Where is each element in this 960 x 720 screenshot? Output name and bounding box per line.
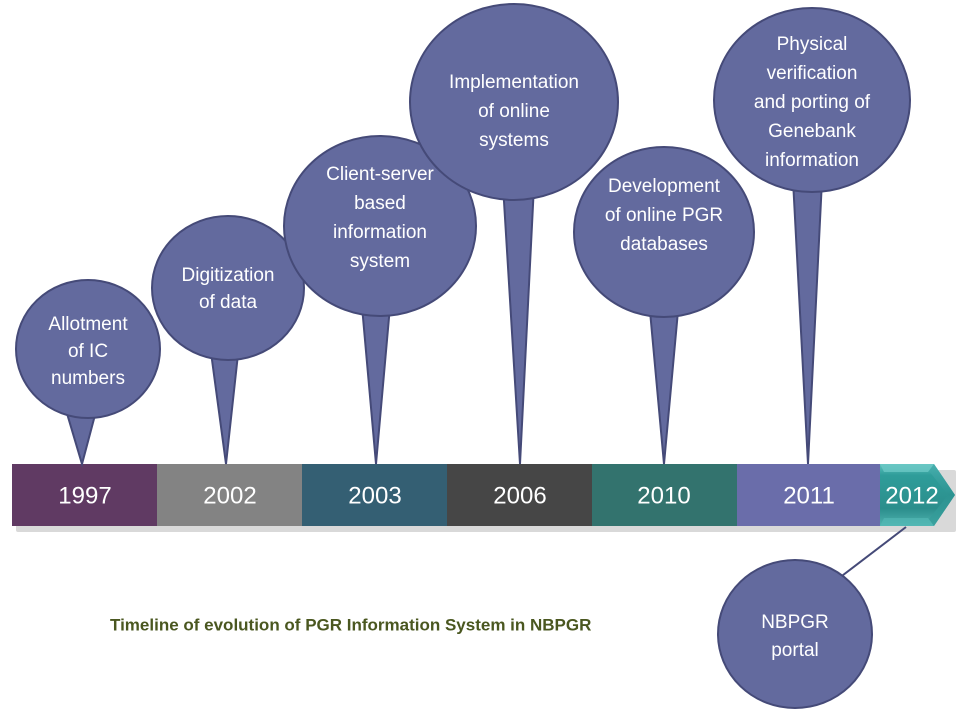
timeline-segment-2011[interactable] xyxy=(737,464,880,526)
callout-allotment-line-3: numbers xyxy=(51,368,125,389)
callout-development[interactable]: Development of online PGR databases xyxy=(573,146,755,318)
callout-physical-verification[interactable]: Physical verification and porting of Gen… xyxy=(713,7,911,193)
callout-nbpgr-portal-line-2: portal xyxy=(771,640,819,661)
year-label-2010: 2010 xyxy=(637,482,690,509)
timeline-segment-1997[interactable] xyxy=(12,464,157,526)
year-label-2003: 2003 xyxy=(348,482,401,509)
callout-bubbles: Allotment of IC numbers Digitization of … xyxy=(15,3,911,709)
callout-client-server-shape xyxy=(283,135,477,317)
callout-allotment[interactable]: Allotment of IC numbers xyxy=(15,279,161,419)
callout-implementation-line-3: systems xyxy=(479,130,549,151)
callout-implementation-line-1: Implementation xyxy=(449,72,579,93)
callout-allotment-shape xyxy=(15,279,161,419)
timeline-segment-2002[interactable] xyxy=(157,464,302,526)
callout-tail-development xyxy=(647,299,681,465)
callout-client-server-line-3: information xyxy=(333,222,427,243)
callout-client-server-line-2: based xyxy=(354,193,406,214)
callout-digitization-line-1: Digitization xyxy=(182,265,275,286)
callout-digitization[interactable]: Digitization of data xyxy=(151,215,305,361)
callout-tail-implementation xyxy=(501,184,536,465)
callout-physical-verification-line-2: verification xyxy=(767,63,858,84)
callout-implementation-line-2: of online xyxy=(478,101,550,122)
callout-nbpgr-portal-shape xyxy=(717,559,873,709)
callout-implementation-shape xyxy=(409,3,619,201)
callout-nbpgr-portal[interactable]: NBPGR portal xyxy=(717,559,873,709)
timeline-segment-2012-tip xyxy=(929,464,955,526)
callout-development-shape xyxy=(573,146,755,318)
timeline-segment-2003[interactable] xyxy=(302,464,447,526)
callout-physical-verification-line-1: Physical xyxy=(777,34,848,55)
callout-physical-verification-line-3: and porting of xyxy=(754,92,871,113)
callout-implementation[interactable]: Implementation of online systems xyxy=(409,3,619,201)
callout-tail-physical-verification xyxy=(791,179,824,465)
callout-allotment-line-2: of IC xyxy=(68,341,108,362)
callout-client-server[interactable]: Client-server based information system xyxy=(283,135,477,317)
callout-tail-digitization xyxy=(208,344,241,465)
year-label-2006: 2006 xyxy=(493,482,546,509)
callout-digitization-line-2: of data xyxy=(199,292,258,313)
callout-development-line-1: Development xyxy=(608,176,721,197)
timeline-bar xyxy=(12,464,955,526)
callout-tails xyxy=(61,179,907,589)
callout-physical-verification-line-4: Genebank xyxy=(768,121,856,142)
callout-nbpgr-portal-line-1: NBPGR xyxy=(761,612,829,633)
timeline-year-labels: 1997 2002 2003 2006 2010 2011 2012 xyxy=(58,482,938,509)
callout-client-server-line-1: Client-server xyxy=(326,164,434,185)
callout-physical-verification-shape xyxy=(713,7,911,193)
callout-physical-verification-line-5: information xyxy=(765,150,859,171)
callout-development-line-3: databases xyxy=(620,234,708,255)
year-label-1997: 1997 xyxy=(58,482,111,509)
diagram-caption: Timeline of evolution of PGR Information… xyxy=(110,615,591,634)
callout-client-server-line-4: system xyxy=(350,251,410,272)
year-label-2002: 2002 xyxy=(203,482,256,509)
callout-development-line-2: of online PGR xyxy=(605,205,723,226)
callout-tail-client-server xyxy=(359,294,393,465)
timeline-segment-2010[interactable] xyxy=(592,464,737,526)
callout-allotment-line-1: Allotment xyxy=(48,314,128,335)
timeline-segment-2012-bevel-top xyxy=(880,464,934,472)
timeline-segment-2006[interactable] xyxy=(447,464,592,526)
timeline-segment-2012-bevel-bottom xyxy=(880,518,934,526)
callout-digitization-shape xyxy=(151,215,305,361)
year-label-2012: 2012 xyxy=(885,482,938,509)
year-label-2011: 2011 xyxy=(783,482,835,509)
